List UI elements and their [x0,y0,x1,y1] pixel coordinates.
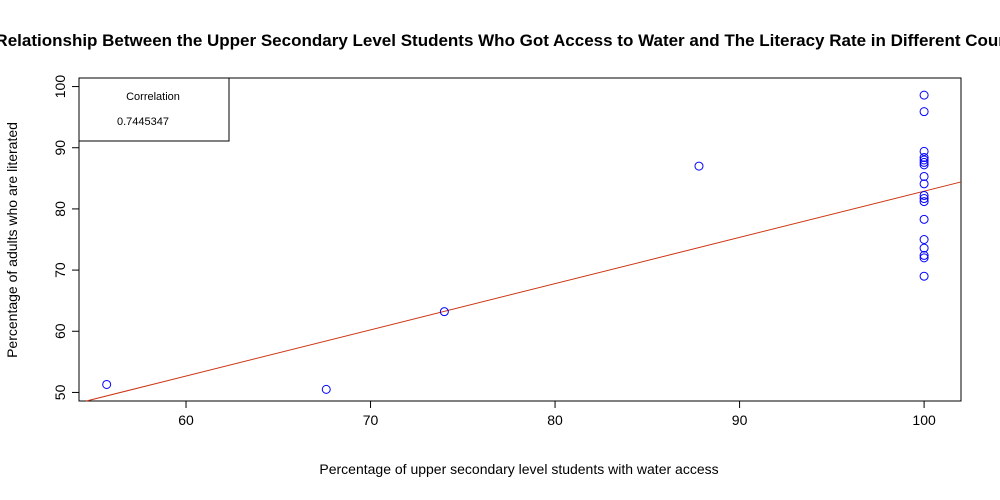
y-axis-label: Percentage of adults who are literated [4,122,20,358]
y-tick-label-90: 90 [52,140,68,156]
data-point-21 [919,271,929,281]
legend-box [78,77,230,142]
data-point-6 [919,146,929,156]
correlation-legend: Correlation 0.7445347 [78,77,230,142]
data-point-10 [919,160,929,170]
x-tick-label-70: 70 [363,412,379,428]
x-tick-label-90: 90 [732,412,748,428]
data-point-20 [919,253,929,263]
data-point-0 [102,379,112,389]
y-tick-label-100: 100 [52,75,68,99]
data-point-14 [919,194,929,204]
x-axis-label: Percentage of upper secondary level stud… [319,461,718,477]
data-point-13 [919,190,929,200]
x-tick-label-80: 80 [547,412,563,428]
data-point-1 [321,384,331,394]
scatter-points [102,90,929,394]
regression-line-layer [86,181,962,402]
data-point-4 [919,90,929,100]
data-point-2 [439,307,449,317]
data-point-17 [919,235,929,244]
legend-title: Correlation [126,91,180,103]
x-axis: 60 70 80 90 100 [178,401,936,428]
y-axis: 50 60 70 80 90 100 [52,75,79,400]
x-tick-label-100: 100 [912,412,936,428]
data-point-18 [919,243,929,253]
data-point-9 [919,157,929,167]
data-point-16 [919,214,929,224]
data-point-7 [919,153,929,163]
regression-line [86,181,962,402]
y-tick-label-70: 70 [52,262,68,278]
data-point-3 [694,161,704,171]
x-tick-label-60: 60 [178,412,194,428]
data-point-8 [919,155,929,165]
data-point-15 [919,197,929,207]
data-point-12 [919,179,929,189]
chart-title: Relationship Between the Upper Secondary… [0,31,1000,50]
y-tick-label-50: 50 [52,384,68,400]
data-point-5 [919,107,929,117]
y-tick-label-80: 80 [52,201,68,217]
data-point-11 [919,171,929,181]
legend-value: 0.7445347 [117,116,169,128]
data-point-19 [919,250,929,260]
y-tick-label-60: 60 [52,323,68,339]
plot-frame [78,77,962,402]
